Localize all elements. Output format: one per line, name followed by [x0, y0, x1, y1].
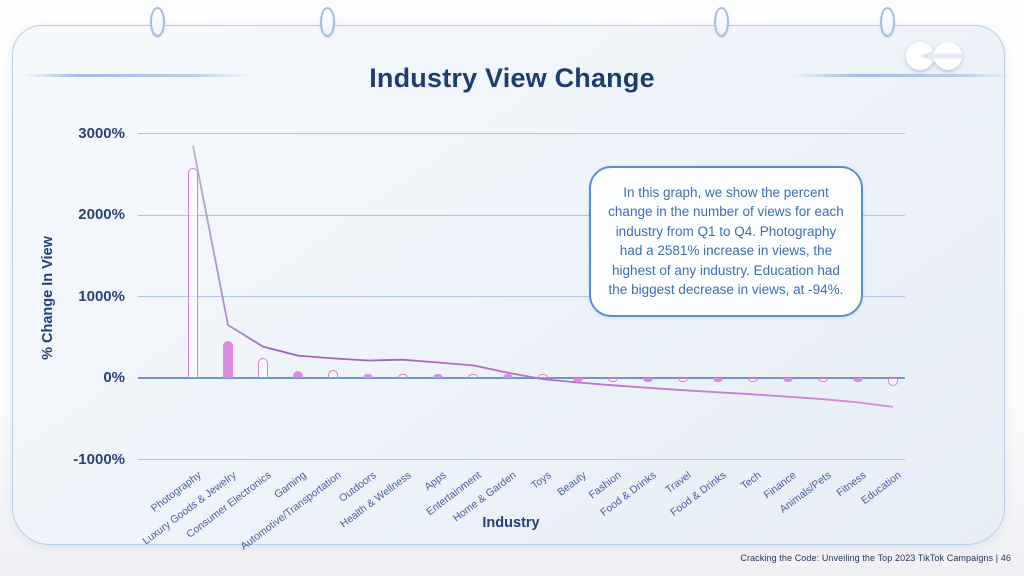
- bar: [713, 378, 723, 382]
- brand-logo-icon: [903, 38, 965, 79]
- bar: [188, 167, 198, 378]
- bar: [328, 369, 338, 378]
- bar: [433, 374, 443, 378]
- bar: [503, 374, 513, 378]
- annotation-callout: In this graph, we show the percent chang…: [589, 166, 863, 317]
- bar: [678, 378, 688, 382]
- y-tick-label: 2000%: [78, 206, 125, 223]
- bar: [363, 374, 373, 378]
- bar: [398, 373, 408, 378]
- gridline: [138, 459, 905, 461]
- bar: [818, 378, 828, 382]
- bar: [783, 378, 793, 382]
- y-tick-label: 1000%: [78, 287, 125, 305]
- y-tick-label: -1000%: [73, 450, 125, 468]
- x-axis-title: Industry: [482, 515, 540, 531]
- bar: [223, 340, 233, 378]
- slide-footer: Cracking the Code: Unveiling the Top 202…: [740, 553, 1011, 563]
- bar: [538, 374, 548, 378]
- gridline: [138, 133, 905, 135]
- binder-ring-icon: [320, 7, 335, 37]
- bar: [468, 374, 478, 378]
- x-tick-label: Tech: [738, 469, 764, 493]
- bar: [293, 370, 303, 378]
- bar: [608, 378, 618, 382]
- binder-ring-icon: [150, 7, 165, 37]
- slide-title: Industry View Change: [369, 63, 655, 93]
- bar: [258, 358, 268, 378]
- y-tick-label: 0%: [103, 369, 125, 386]
- annotation-text: In this graph, we show the percent chang…: [608, 185, 844, 298]
- y-tick-label: 3000%: [78, 124, 125, 142]
- bar: [748, 378, 758, 382]
- bar: [573, 378, 583, 382]
- decorative-line: [792, 74, 1010, 77]
- x-tick-label: Beauty: [555, 469, 589, 499]
- x-tick-label: Apps: [422, 469, 449, 494]
- binder-ring-icon: [880, 7, 895, 37]
- binder-ring-icon: [714, 7, 729, 37]
- bar: [853, 378, 863, 382]
- x-tick-label: Toys: [529, 469, 554, 492]
- bar: [643, 378, 653, 382]
- decorative-line: [22, 74, 254, 77]
- bar: [888, 378, 898, 386]
